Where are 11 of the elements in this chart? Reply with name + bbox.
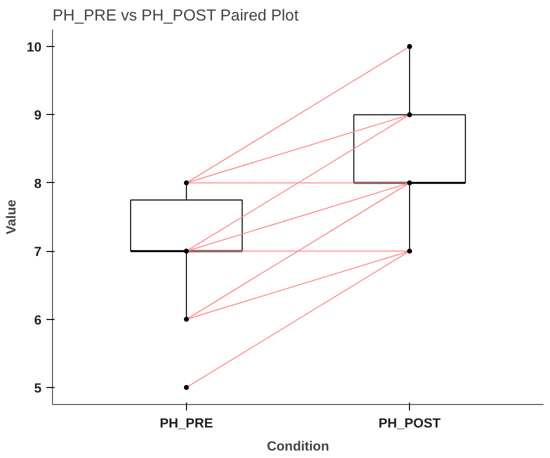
x-tick-label: PH_POST [378, 416, 441, 430]
y-tick-label: 9 [34, 108, 42, 123]
y-tick-label: 5 [34, 380, 42, 396]
y-tick-label: 8 [34, 176, 42, 191]
y-tick-label: 10 [26, 40, 42, 55]
y-tick-label: 7 [34, 244, 42, 260]
y-axis-title: Value [4, 200, 19, 234]
y-tick-label: 6 [34, 312, 42, 328]
x-axis-title: Condition [266, 438, 330, 454]
chart-title: PH_PRE vs PH_POST Paired Plot [52, 8, 300, 24]
x-tick-label: PH_PRE [160, 416, 214, 430]
